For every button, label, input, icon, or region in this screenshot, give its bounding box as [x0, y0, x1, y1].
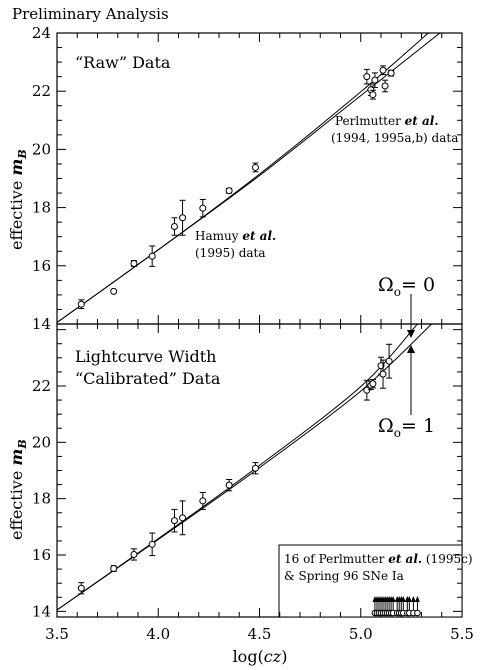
y-tick-label: 22: [32, 377, 51, 395]
y-tick-label: 16: [32, 546, 51, 564]
x-axis-label: log(cz): [233, 647, 288, 666]
data-point: [381, 82, 389, 90]
data-point: [77, 584, 85, 592]
y-tick-label: 22: [32, 82, 51, 100]
upper-data-points: [77, 65, 395, 310]
data-point: [387, 69, 395, 77]
data-point: [363, 73, 371, 81]
data-point: [385, 357, 393, 365]
data-point: [130, 259, 138, 267]
model-curve-1: [57, 33, 441, 323]
limit-arrowhead: [410, 596, 416, 602]
lower-limit-arrows: [371, 596, 421, 617]
y-tick-label: 20: [32, 433, 51, 451]
lower-model-curves: [57, 324, 432, 611]
hamuy-annotation-line2: (1995) data: [195, 246, 266, 260]
lower-panel-label-line1: Lightcurve Width: [75, 347, 216, 366]
x-tick-label: 5.5: [450, 625, 474, 643]
limit-arrowhead: [414, 596, 420, 602]
x-tick-label: 4.5: [248, 625, 272, 643]
legend-box: [278, 544, 463, 618]
y-tick-label: 24: [32, 24, 51, 42]
y-tick-label: 20: [32, 140, 51, 158]
data-point: [110, 287, 118, 295]
hamuy-annotation-line1: Hamuy et al.: [195, 229, 276, 243]
lower-axis-ticks: 14 16 18 20 22 3.5 4.0 4.5 5.0 5.5: [32, 324, 474, 643]
perlmutter-annotation-line2: (1994, 1995a,b) data: [331, 131, 458, 145]
upper-y-axis-label: effective mB: [7, 149, 29, 250]
limit-arrowhead: [406, 596, 412, 602]
omega-one-arrowhead: [407, 345, 415, 353]
data-point: [379, 370, 387, 378]
data-point: [379, 66, 387, 74]
data-point: [225, 187, 233, 195]
upper-axis-ticks: 14 16 18 20 22 24: [32, 24, 463, 333]
omega-zero-arrowhead: [407, 330, 415, 338]
data-point: [130, 550, 138, 558]
data-point: [377, 362, 385, 370]
data-point: [170, 223, 178, 231]
data-point: [179, 214, 187, 222]
x-tick-label: 5.0: [349, 625, 373, 643]
upper-panel-label: “Raw” Data: [75, 53, 171, 72]
y-tick-label: 16: [32, 257, 51, 275]
perlmutter-annotation-line1: Perlmutter et al.: [335, 114, 439, 128]
y-tick-label: 14: [32, 602, 51, 620]
model-curve-1: [57, 324, 432, 611]
x-tick-label: 3.5: [45, 625, 69, 643]
lower-y-axis-label: effective mB: [7, 439, 29, 540]
upper-model-curves: [57, 33, 441, 323]
data-point: [179, 514, 187, 522]
x-tick-label: 4.0: [146, 625, 170, 643]
legend-box-line2: & Spring 96 SNe Ia: [284, 569, 404, 583]
figure-title: Preliminary Analysis: [12, 5, 169, 23]
omega-zero-label: Ωo= 0: [378, 274, 435, 299]
lower-data-points: [77, 343, 393, 595]
data-point: [369, 91, 377, 99]
data-point: [148, 540, 156, 548]
data-point: [363, 386, 371, 394]
data-point: [199, 497, 207, 505]
data-point: [369, 380, 377, 388]
data-point: [148, 252, 156, 260]
data-point: [170, 517, 178, 525]
data-point: [225, 481, 233, 489]
limit-point: [414, 609, 421, 617]
limit-arrowhead: [390, 596, 396, 602]
data-point: [110, 565, 118, 573]
lower-panel-label-line2: “Calibrated” Data: [75, 369, 221, 388]
y-tick-label: 14: [32, 315, 51, 333]
limit-arrowhead: [400, 596, 406, 602]
y-tick-label: 18: [32, 199, 51, 217]
legend-box-line1: 16 of Perlmutter et al. (1995c): [284, 552, 473, 566]
data-point: [77, 300, 85, 308]
y-tick-label: 18: [32, 490, 51, 508]
data-point: [199, 204, 207, 212]
omega-one-label: Ωo= 1: [378, 415, 435, 440]
data-point: [251, 163, 259, 171]
data-point: [251, 464, 259, 472]
data-point: [371, 76, 379, 84]
